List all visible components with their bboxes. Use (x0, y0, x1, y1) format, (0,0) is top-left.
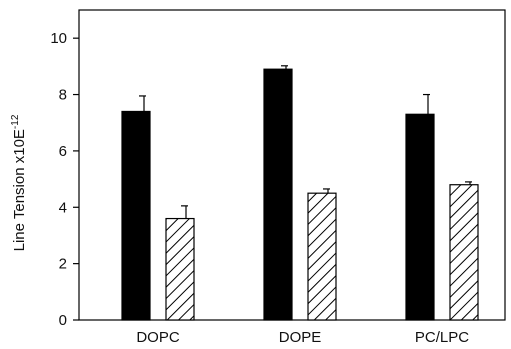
y-tick-label: 2 (59, 256, 67, 273)
x-category-label: DOPC (136, 329, 180, 346)
bar-solid-dope (263, 68, 293, 321)
y-tick-label: 0 (59, 312, 67, 329)
y-tick-label: 4 (59, 199, 67, 216)
y-tick-label: 10 (50, 30, 67, 47)
x-category-label: PC/LPC (415, 329, 469, 346)
y-axis-ticks: 0 2 4 6 8 10 (50, 30, 79, 329)
bar-hatched-dopc (165, 217, 195, 321)
bar-solid-dopc (121, 110, 151, 321)
y-tick-label: 6 (59, 143, 67, 160)
bar-solid-pc-lpc (405, 113, 435, 321)
x-category-label: DOPE (279, 329, 322, 346)
category-labels: DOPC DOPE PC/LPC (136, 329, 469, 346)
bar-hatched-pc-lpc (449, 184, 479, 321)
y-axis-title: Line Tension x10E-12 (10, 114, 28, 251)
bar-hatched-dope (307, 192, 337, 321)
y-tick-label: 8 (59, 87, 67, 104)
bars-layer (121, 65, 479, 321)
